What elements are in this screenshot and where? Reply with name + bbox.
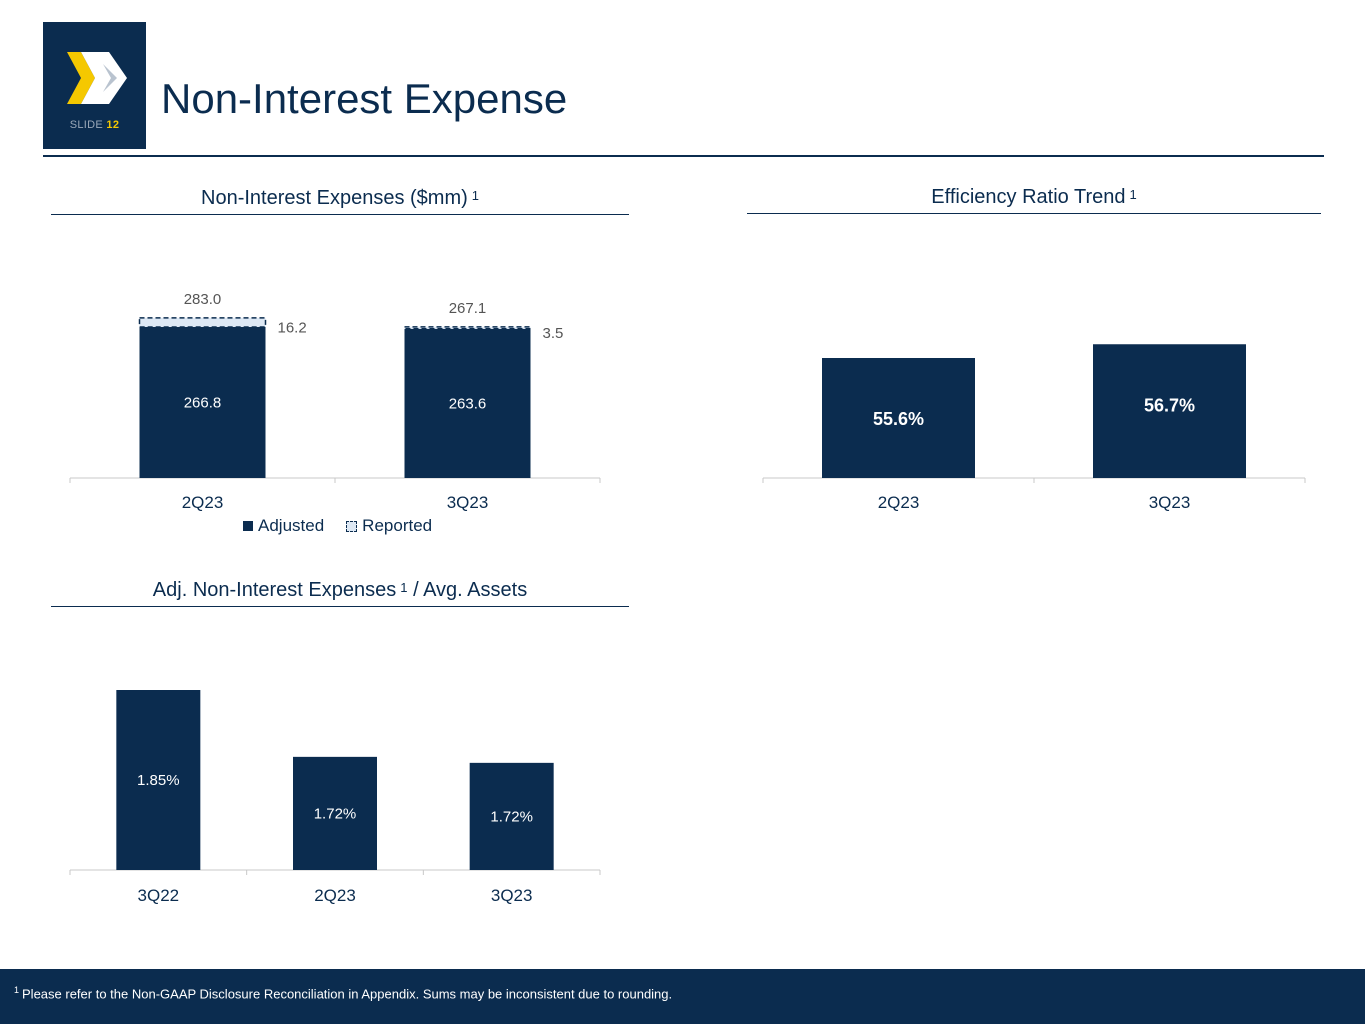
- assets-chart-title: Adj. Non-Interest Expenses 1 / Avg. Asset…: [152, 579, 528, 601]
- legend-adjusted-swatch: [243, 521, 253, 531]
- nie-title-rule: [51, 214, 629, 215]
- eff-value-label: 55.6%: [873, 409, 924, 429]
- nie-reported-label: 16.2: [278, 319, 307, 336]
- company-logo: SLIDE 12: [43, 22, 146, 149]
- nie-bar-adjusted: [139, 327, 266, 478]
- eff-category-label: 3Q23: [1149, 493, 1191, 512]
- eff-value-label: 56.7%: [1144, 395, 1195, 415]
- assets-value-label: 1.72%: [314, 805, 357, 822]
- assets-bar: [116, 690, 201, 870]
- assets-value-label: 1.72%: [490, 808, 533, 825]
- nie-category-label: 3Q23: [447, 493, 489, 512]
- nie-bar-reported: [138, 317, 267, 328]
- logo-chevron-icon: [67, 52, 127, 104]
- nie-legend: Adjusted Reported: [243, 516, 432, 536]
- eff-chart-title: Efficiency Ratio Trend 1: [931, 186, 1137, 208]
- nie-category-label: 2Q23: [182, 493, 224, 512]
- page-title: Non-Interest Expense: [161, 75, 568, 122]
- assets-category-label: 2Q23: [314, 886, 356, 905]
- assets-bar: [293, 756, 377, 870]
- nie-total-label: 283.0: [184, 291, 222, 308]
- assets-bar: [469, 762, 554, 870]
- nie-total-label: 267.1: [449, 300, 487, 317]
- slide-number-label: SLIDE 12: [69, 119, 120, 131]
- legend-reported-label: Reported: [362, 516, 433, 535]
- nie-bar-adjusted: [404, 328, 531, 478]
- legend-adjusted-label: Adjusted: [258, 516, 325, 535]
- assets-category-label: 3Q23: [491, 886, 533, 905]
- nie-reported-label: 3.5: [543, 325, 564, 342]
- nie-chart-title: Non-Interest Expenses ($mm) 1: [201, 187, 479, 209]
- assets-value-label: 1.85%: [137, 772, 180, 789]
- nie-adjusted-label: 266.8: [184, 395, 222, 412]
- eff-bar: [822, 358, 975, 478]
- eff-title-rule: [747, 213, 1321, 214]
- eff-category-label: 2Q23: [878, 493, 920, 512]
- footer-bar: 1 Please refer to the Non-GAAP Disclosure…: [0, 969, 1365, 1024]
- title-divider: [43, 155, 1324, 157]
- nie-adjusted-label: 263.6: [449, 395, 487, 412]
- legend-reported-swatch: [346, 520, 358, 532]
- footnote: 1 Please refer to the Non-GAAP Disclosure…: [14, 985, 673, 1002]
- legend-reported: Reported: [346, 516, 432, 536]
- legend-adjusted: Adjusted: [243, 516, 324, 536]
- nie-bar-reported: [403, 326, 532, 330]
- eff-bar: [1093, 344, 1246, 478]
- assets-title-rule: [51, 606, 629, 607]
- assets-category-label: 3Q22: [138, 886, 180, 905]
